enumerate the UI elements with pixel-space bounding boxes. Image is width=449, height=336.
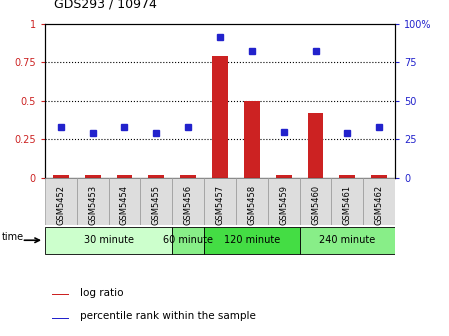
Text: GSM5457: GSM5457 <box>216 185 224 225</box>
FancyBboxPatch shape <box>172 227 204 254</box>
Bar <box>339 175 355 178</box>
Bar <box>244 101 260 178</box>
Text: GSM5454: GSM5454 <box>120 185 129 225</box>
Bar <box>85 175 101 178</box>
Text: GSM5460: GSM5460 <box>311 185 320 225</box>
Text: log ratio: log ratio <box>80 288 123 298</box>
Text: GSM5453: GSM5453 <box>88 185 97 225</box>
Text: GSM5459: GSM5459 <box>279 185 288 225</box>
Bar <box>52 294 70 295</box>
Text: GDS293 / 10974: GDS293 / 10974 <box>54 0 157 10</box>
Bar <box>308 113 323 178</box>
Text: time: time <box>2 232 24 242</box>
Text: percentile rank within the sample: percentile rank within the sample <box>80 311 256 321</box>
FancyBboxPatch shape <box>268 178 299 225</box>
Text: GSM5456: GSM5456 <box>184 185 193 225</box>
FancyBboxPatch shape <box>236 178 268 225</box>
FancyBboxPatch shape <box>109 178 141 225</box>
Bar <box>212 56 228 178</box>
Text: GSM5461: GSM5461 <box>343 185 352 225</box>
Bar <box>276 175 292 178</box>
FancyBboxPatch shape <box>141 178 172 225</box>
Text: GSM5455: GSM5455 <box>152 185 161 225</box>
FancyBboxPatch shape <box>45 178 77 225</box>
Bar <box>371 175 387 178</box>
Text: 30 minute: 30 minute <box>84 235 133 245</box>
Text: 120 minute: 120 minute <box>224 235 280 245</box>
Text: GSM5462: GSM5462 <box>375 185 384 225</box>
FancyBboxPatch shape <box>331 178 363 225</box>
FancyBboxPatch shape <box>77 178 109 225</box>
Bar <box>52 318 70 319</box>
FancyBboxPatch shape <box>45 227 172 254</box>
Bar <box>117 175 132 178</box>
Text: GSM5452: GSM5452 <box>56 185 65 225</box>
Text: 240 minute: 240 minute <box>319 235 375 245</box>
FancyBboxPatch shape <box>363 178 395 225</box>
Text: 60 minute: 60 minute <box>163 235 213 245</box>
FancyBboxPatch shape <box>172 178 204 225</box>
FancyBboxPatch shape <box>204 178 236 225</box>
Bar <box>53 175 69 178</box>
FancyBboxPatch shape <box>299 178 331 225</box>
FancyBboxPatch shape <box>299 227 395 254</box>
Text: GSM5458: GSM5458 <box>247 185 256 225</box>
Bar <box>148 175 164 178</box>
Bar <box>180 175 196 178</box>
FancyBboxPatch shape <box>204 227 299 254</box>
